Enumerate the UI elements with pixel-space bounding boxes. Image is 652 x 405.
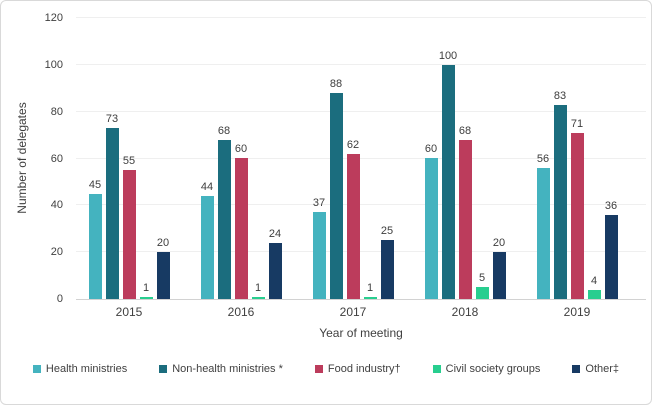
bar-value-label: 36 [604,200,618,212]
bar-value-label: 62 [346,139,360,151]
bar: 45 [88,179,102,299]
bar: 44 [200,181,214,299]
legend: Health ministries Non-health ministries *… [1,363,651,375]
bar-value-label: 68 [217,125,231,137]
bar-value-label: 1 [366,282,374,294]
gridline [76,110,646,112]
bar-value-label: 5 [478,272,486,284]
gridline [76,157,646,159]
bar-value-label: 45 [88,179,102,191]
bar-value-label: 60 [234,143,248,155]
x-tick-label: 2016 [227,305,255,319]
bar: 24 [268,228,282,299]
y-tick-label: 20 [50,246,63,259]
bar: 37 [312,197,326,299]
bar-group: 45 73 55 1 20 [88,113,170,299]
bar-group: 56 83 71 4 36 [536,90,618,299]
bar-value-label: 20 [492,237,506,249]
bar: 60 [424,143,438,299]
y-tick-label: 100 [44,58,63,71]
legend-label: Other‡ [585,363,620,375]
y-axis-ticks: 0 20 40 60 80 100 120 [29,12,63,305]
bar: 56 [536,153,550,299]
bar-value-label: 44 [200,181,214,193]
y-tick-label: 80 [50,105,63,118]
bar: 83 [553,90,567,299]
legend-item: Other‡ [572,363,619,375]
y-tick-label: 60 [50,152,63,165]
bar-value-label: 60 [424,143,438,155]
bar: 60 [234,143,248,299]
x-tick-label: 2018 [451,305,479,319]
bar-value-label: 83 [553,90,567,102]
bar: 1 [251,282,265,299]
bar: 20 [156,237,170,299]
bar-value-label: 1 [142,282,150,294]
bar-value-label: 68 [458,125,472,137]
plot-area: 45 73 55 1 20 44 68 60 1 24 37 88 62 1 25 60 100 68 5 20 56 8… [76,17,646,300]
bar: 1 [363,282,377,299]
bar: 68 [458,125,472,299]
y-tick-label: 120 [44,12,63,24]
bar-value-label: 55 [122,155,136,167]
bar: 62 [346,139,360,299]
bar-value-label: 25 [380,225,394,237]
bar-group: 37 88 62 1 25 [312,78,394,299]
x-axis-title: Year of meeting [319,326,403,340]
bar-group: 60 100 68 5 20 [424,50,506,299]
legend-swatch-icon [572,365,581,373]
legend-label: Health ministries [45,363,128,375]
legend-item: Health ministries [32,363,128,375]
bar-value-label: 100 [438,50,458,62]
legend-label: Non-health ministries * [172,363,283,375]
y-tick-label: 40 [50,199,63,212]
legend-swatch-icon [32,365,41,373]
legend-item: Food industry† [314,363,401,375]
bar-value-label: 1 [254,282,262,294]
bar-value-label: 4 [590,275,598,287]
legend-item: Civil society groups [432,363,541,375]
bar-value-label: 37 [312,197,326,209]
bar-group: 44 68 60 1 24 [200,125,282,299]
legend-swatch-icon [159,365,168,373]
bar-value-label: 71 [570,118,584,130]
x-tick-label: 2015 [115,305,143,319]
bar: 1 [139,282,153,299]
bar: 25 [380,225,394,299]
y-axis-title: Number of delegates [15,102,29,214]
bar: 71 [570,118,584,299]
bar: 5 [475,272,489,299]
legend-label: Food industry† [327,363,401,375]
bar: 4 [587,275,601,299]
legend-item: Non-health ministries * [159,363,283,375]
x-axis-labels: 2015 2016 2017 2018 2019 [76,305,646,321]
bar: 68 [217,125,231,299]
legend-swatch-icon [432,365,441,373]
bar: 36 [604,200,618,299]
bar: 100 [439,50,457,299]
bar: 88 [329,78,343,299]
bar-value-label: 73 [105,113,119,125]
bar-value-label: 20 [156,237,170,249]
x-tick-label: 2019 [563,305,591,319]
y-tick-label: 0 [56,293,63,305]
x-tick-label: 2017 [339,305,367,319]
bar-value-label: 88 [329,78,343,90]
bar-value-label: 56 [536,153,550,165]
bar: 73 [105,113,119,299]
gridline [76,17,646,18]
legend-label: Civil society groups [445,363,541,375]
gridline [76,251,646,253]
bar: 55 [122,155,136,299]
bar: 20 [492,237,506,299]
gridline [76,63,646,65]
legend-swatch-icon [314,365,323,373]
gridline [76,204,646,206]
bar-value-label: 24 [268,228,282,240]
